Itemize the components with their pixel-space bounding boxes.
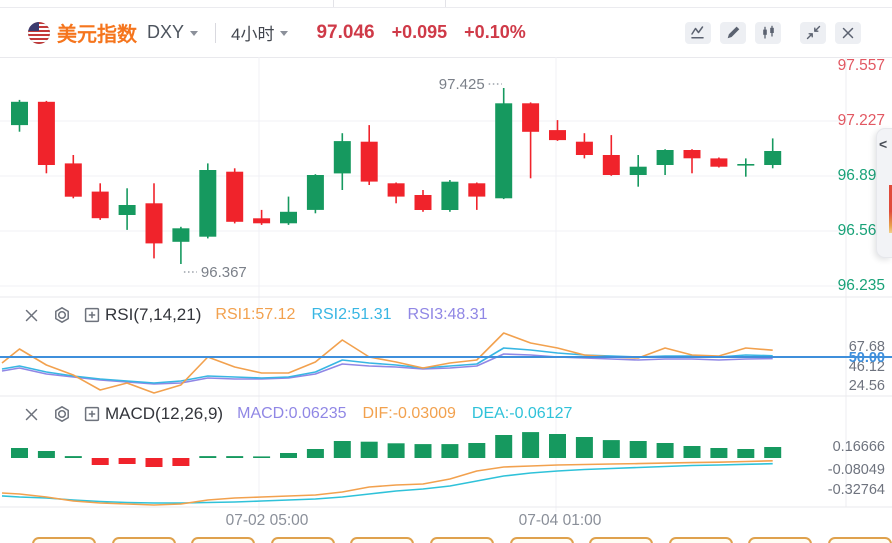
side-panel-tab[interactable]: < [876,128,892,258]
bottom-tab-button[interactable] [589,537,654,543]
rsi-title: RSI(7,14,21) [105,305,202,324]
rsi-axis-label: 67.68 [848,339,885,355]
instrument-name: 美元指数 [57,24,137,46]
price-change-percent: +0.10% [464,22,526,42]
macd-axis-label: 0.16666 [832,439,885,455]
collapse-icon [806,25,820,40]
collapse-chart-button[interactable] [800,21,826,44]
bottom-tab-button[interactable] [32,537,96,543]
plus-square-icon [84,307,100,323]
macd-value: MACD:0.06235 [237,405,347,422]
macd-title: MACD(12,26,9) [105,404,224,423]
macd-settings-button[interactable] [51,403,73,425]
bottom-tab-button[interactable] [111,537,176,543]
chevron-left-icon[interactable]: < [879,136,888,152]
line-chart-button[interactable] [685,21,711,44]
top-strip-divider [333,0,334,7]
macd-axis-label: -0.32764 [827,482,885,498]
gear-icon [55,307,69,323]
rsi-remove-button[interactable] [20,304,42,326]
svg-text:96.367: 96.367 [201,264,247,281]
gear-icon [55,406,69,422]
price-axis-label: 96.235 [837,277,885,294]
bottom-tab-button[interactable] [191,537,256,543]
close-icon [25,309,37,321]
timeframe-label: 4小时 [231,25,275,44]
rsi-pane-header: RSI(7,14,21) RSI1:57.12 RSI2:51.31 RSI3:… [20,302,504,328]
chevron-down-icon [190,31,199,36]
close-icon [25,408,37,420]
top-strip-divider [445,0,446,7]
header-toolbar [676,8,861,57]
bottom-tab-button[interactable] [270,537,335,543]
price-axis-label: 96.565 [837,222,885,239]
candlestick-style-button[interactable] [755,21,781,44]
price-axis-label: 97.227 [837,112,885,129]
rsi-expand-button[interactable] [81,304,103,326]
rsi-level-label: 50.00 [848,350,885,366]
bottom-tab-button[interactable] [828,537,892,543]
bottom-tab-button[interactable] [668,537,733,543]
top-strip [0,0,892,8]
dif-value: DIF:-0.03009 [362,405,456,422]
timeframe-dropdown[interactable]: 4小时 [231,20,289,45]
macd-expand-button[interactable] [81,403,103,425]
dea-value: DEA:-0.06127 [471,405,573,422]
last-price: 97.046 [316,21,375,43]
chart-header: 美元指数 DXY 4小时 97.046 +0.095 +0.10% [0,8,892,58]
line-chart-icon [691,26,704,39]
price-change: +0.095 [391,22,448,42]
svg-text:97.425: 97.425 [439,76,485,93]
rsi-axis-label: 46.12 [848,359,885,375]
price-axis-label: 97.557 [837,57,885,74]
close-icon [842,27,854,38]
rsi-axis-label: 24.56 [848,378,885,394]
rsi3-value: RSI3:48.31 [407,306,488,323]
rsi2-value: RSI2:51.31 [311,306,392,323]
time-axis-label: 07-02 05:00 [225,512,309,529]
bottom-tab-button[interactable] [350,537,415,543]
macd-pane-header: MACD(12,26,9) MACD:0.06235 DIF:-0.03009 … [20,401,588,427]
chevron-down-icon [280,31,289,36]
rsi-settings-button[interactable] [51,304,73,326]
us-flag-icon [28,21,50,44]
bottom-tab-button[interactable] [509,537,574,543]
plus-square-icon [84,406,100,422]
draw-button[interactable] [720,21,746,44]
time-axis-label: 07-04 01:00 [518,512,602,529]
symbol-dropdown[interactable]: DXY [147,22,199,43]
price-axis-label: 96.896 [837,167,885,184]
macd-axis-label: -0.08049 [827,462,885,478]
macd-remove-button[interactable] [20,403,42,425]
close-chart-button[interactable] [835,21,861,44]
header-divider [215,22,217,43]
side-panel-content-sliver [888,185,892,233]
draw-pencil-icon [727,26,739,39]
symbol-label: DXY [147,22,185,42]
bottom-tab-button[interactable] [748,537,813,543]
candlestick-icon [762,25,774,39]
rsi1-value: RSI1:57.12 [215,306,296,323]
bottom-tab-button[interactable] [430,537,494,543]
